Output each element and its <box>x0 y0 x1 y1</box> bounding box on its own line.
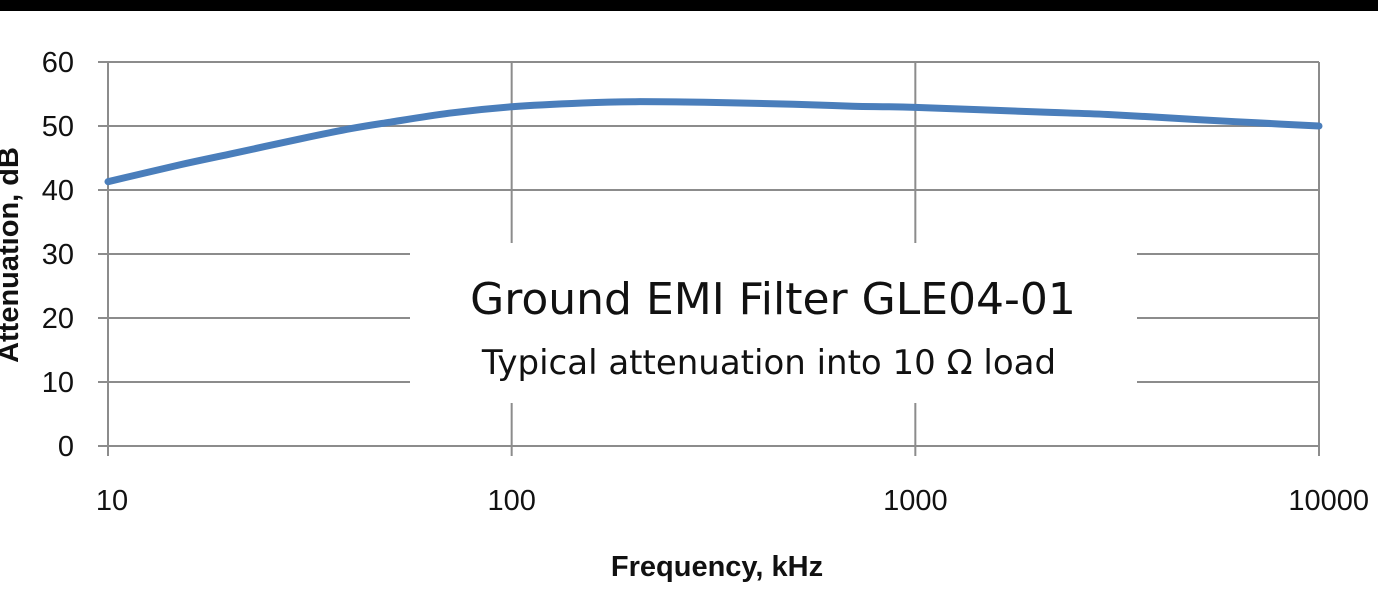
y-tick-label: 20 <box>42 303 74 335</box>
y-tick-label: 60 <box>42 47 74 79</box>
y-axis-title: Attenuation, dB <box>0 147 25 363</box>
top-border-bar <box>0 0 1378 11</box>
y-tick-label: 10 <box>42 367 74 399</box>
chart-title: Ground EMI Filter GLE04-01 <box>470 274 1076 325</box>
x-tick-label: 1000 <box>883 485 948 517</box>
axes: 0 10 20 30 40 50 60 10 100 1000 10000 <box>42 47 1369 517</box>
annotation-background <box>410 243 1137 403</box>
y-tick-label: 0 <box>58 431 74 463</box>
x-tick-label: 10000 <box>1288 485 1369 517</box>
annotation-box: Ground EMI Filter GLE04-01 Typical atten… <box>410 243 1137 403</box>
x-tick-label: 10 <box>96 485 128 517</box>
y-tick-label: 50 <box>42 111 74 143</box>
y-tick-label: 40 <box>42 175 74 207</box>
series-layer <box>104 98 1323 186</box>
attenuation-series-line <box>104 98 1323 186</box>
chart-subtitle: Typical attenuation into 10 Ω load <box>481 343 1056 383</box>
x-axis-title: Frequency, kHz <box>611 551 823 583</box>
y-tick-label: 30 <box>42 239 74 271</box>
x-tick-label: 100 <box>487 485 535 517</box>
